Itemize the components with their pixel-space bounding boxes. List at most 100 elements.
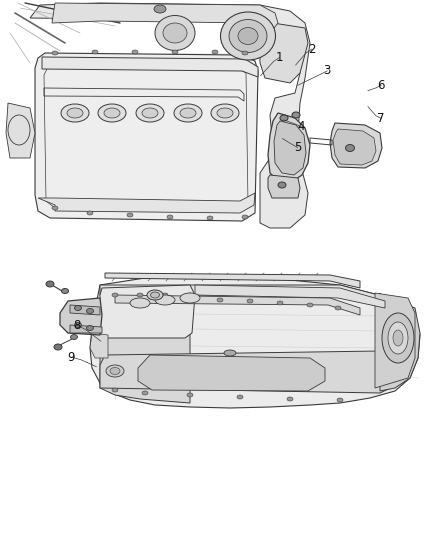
Ellipse shape (74, 322, 81, 327)
Polygon shape (38, 193, 255, 213)
Ellipse shape (172, 50, 178, 54)
Ellipse shape (220, 12, 276, 60)
Ellipse shape (217, 298, 223, 302)
Ellipse shape (98, 104, 126, 122)
Ellipse shape (346, 144, 354, 151)
Ellipse shape (393, 330, 403, 346)
Ellipse shape (127, 213, 133, 217)
Polygon shape (195, 285, 385, 308)
Ellipse shape (154, 5, 166, 13)
Ellipse shape (337, 398, 343, 402)
Ellipse shape (335, 306, 341, 310)
Polygon shape (6, 103, 35, 158)
Ellipse shape (229, 20, 267, 52)
Ellipse shape (277, 301, 283, 305)
Ellipse shape (52, 206, 58, 210)
Text: 5: 5 (294, 141, 301, 154)
Ellipse shape (247, 299, 253, 303)
Polygon shape (52, 3, 278, 33)
Polygon shape (42, 57, 258, 77)
Polygon shape (30, 3, 310, 228)
Ellipse shape (155, 15, 195, 51)
Ellipse shape (54, 344, 62, 350)
Ellipse shape (151, 292, 159, 298)
Ellipse shape (142, 391, 148, 395)
Polygon shape (60, 298, 102, 335)
Polygon shape (90, 275, 420, 408)
Polygon shape (268, 175, 300, 198)
Ellipse shape (180, 293, 200, 303)
Ellipse shape (217, 108, 233, 118)
Ellipse shape (224, 350, 236, 356)
Ellipse shape (142, 108, 158, 118)
Ellipse shape (132, 50, 138, 54)
Polygon shape (115, 295, 360, 315)
Ellipse shape (307, 303, 313, 307)
Polygon shape (70, 305, 100, 315)
Ellipse shape (136, 104, 164, 122)
Ellipse shape (86, 309, 93, 313)
Ellipse shape (242, 51, 248, 55)
Ellipse shape (61, 288, 68, 294)
Ellipse shape (86, 326, 93, 330)
Ellipse shape (211, 104, 239, 122)
Ellipse shape (180, 108, 196, 118)
Ellipse shape (106, 365, 124, 377)
Ellipse shape (242, 215, 248, 219)
Ellipse shape (52, 51, 58, 55)
Ellipse shape (163, 23, 187, 43)
Polygon shape (380, 293, 420, 391)
Polygon shape (330, 123, 382, 168)
Ellipse shape (104, 108, 120, 118)
Polygon shape (333, 129, 376, 165)
Polygon shape (375, 293, 415, 388)
Ellipse shape (287, 397, 293, 401)
Ellipse shape (238, 28, 258, 44)
Text: 4: 4 (297, 120, 305, 133)
Polygon shape (274, 121, 306, 175)
Ellipse shape (71, 335, 78, 340)
Text: 2: 2 (308, 43, 316, 55)
Ellipse shape (382, 313, 414, 363)
Polygon shape (105, 273, 360, 288)
Ellipse shape (162, 293, 168, 297)
Ellipse shape (87, 211, 93, 215)
Polygon shape (70, 325, 102, 333)
Ellipse shape (112, 388, 118, 392)
Ellipse shape (187, 393, 193, 397)
Text: 8: 8 (73, 319, 80, 332)
Polygon shape (100, 351, 408, 393)
Ellipse shape (212, 50, 218, 54)
Polygon shape (100, 298, 190, 403)
Ellipse shape (167, 215, 173, 219)
Polygon shape (260, 21, 308, 83)
Ellipse shape (280, 115, 288, 121)
Ellipse shape (388, 322, 408, 354)
Ellipse shape (61, 104, 89, 122)
Ellipse shape (174, 104, 202, 122)
Ellipse shape (67, 108, 83, 118)
Ellipse shape (155, 295, 175, 305)
Ellipse shape (74, 305, 81, 311)
Ellipse shape (137, 293, 143, 297)
Text: 7: 7 (377, 112, 385, 125)
Text: 1: 1 (276, 51, 283, 64)
Ellipse shape (130, 298, 150, 308)
Ellipse shape (112, 293, 118, 297)
Text: 9: 9 (67, 351, 75, 364)
Polygon shape (90, 333, 108, 358)
Polygon shape (35, 53, 258, 221)
Ellipse shape (237, 395, 243, 399)
Text: 6: 6 (377, 79, 385, 92)
Ellipse shape (207, 216, 213, 220)
Polygon shape (268, 113, 310, 183)
Ellipse shape (92, 50, 98, 54)
Polygon shape (0, 0, 438, 263)
Ellipse shape (147, 290, 163, 300)
Polygon shape (138, 355, 325, 391)
Text: 3: 3 (324, 64, 331, 77)
Polygon shape (100, 285, 415, 323)
Ellipse shape (110, 367, 120, 375)
Polygon shape (100, 285, 195, 338)
Ellipse shape (292, 112, 300, 118)
